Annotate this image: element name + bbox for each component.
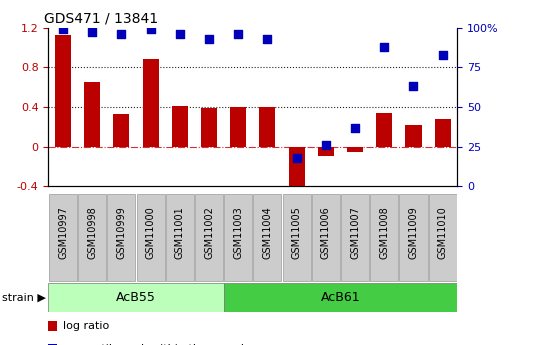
Bar	[201, 108, 217, 147]
Bar	[376, 113, 392, 147]
FancyBboxPatch shape	[341, 194, 369, 281]
Point	[205, 36, 214, 41]
Point	[117, 31, 126, 37]
Point	[409, 83, 418, 89]
Text: GSM11003: GSM11003	[233, 206, 243, 259]
FancyBboxPatch shape	[108, 194, 136, 281]
FancyBboxPatch shape	[282, 194, 310, 281]
FancyBboxPatch shape	[429, 194, 457, 281]
FancyBboxPatch shape	[137, 194, 165, 281]
Bar	[435, 119, 451, 147]
Point	[234, 31, 243, 37]
Text: AcB61: AcB61	[321, 291, 360, 304]
Bar	[406, 125, 421, 147]
Text: GSM11006: GSM11006	[321, 206, 331, 259]
Bar	[318, 147, 334, 156]
Point	[88, 30, 96, 35]
Text: GSM10998: GSM10998	[87, 206, 97, 259]
Text: GSM11005: GSM11005	[292, 206, 302, 259]
Point	[351, 125, 359, 130]
Bar	[230, 107, 246, 147]
Bar	[172, 106, 188, 147]
Text: GSM10999: GSM10999	[116, 206, 126, 259]
Point	[263, 36, 272, 41]
Text: GSM11004: GSM11004	[263, 206, 272, 259]
Text: GDS471 / 13841: GDS471 / 13841	[44, 11, 159, 25]
Point	[380, 44, 388, 49]
Text: strain ▶: strain ▶	[2, 293, 46, 303]
Bar	[84, 82, 100, 147]
FancyBboxPatch shape	[370, 194, 398, 281]
Point	[146, 27, 155, 32]
FancyBboxPatch shape	[224, 284, 457, 312]
Text: percentile rank within the sample: percentile rank within the sample	[63, 344, 251, 345]
FancyBboxPatch shape	[312, 194, 340, 281]
FancyBboxPatch shape	[400, 194, 428, 281]
Text: AcB55: AcB55	[116, 291, 156, 304]
Text: GSM11002: GSM11002	[204, 206, 214, 259]
Point	[59, 27, 67, 32]
Point	[292, 155, 301, 160]
Point	[438, 52, 447, 57]
Bar	[288, 147, 305, 201]
Text: GSM11009: GSM11009	[408, 206, 419, 259]
Bar	[55, 34, 71, 147]
Bar	[143, 59, 159, 147]
Text: GSM11000: GSM11000	[146, 206, 155, 259]
Text: log ratio: log ratio	[63, 321, 109, 331]
Text: GSM11001: GSM11001	[175, 206, 185, 259]
Point	[175, 31, 184, 37]
Text: GSM11007: GSM11007	[350, 206, 360, 259]
FancyBboxPatch shape	[48, 284, 224, 312]
FancyBboxPatch shape	[49, 194, 77, 281]
Text: GSM11010: GSM11010	[438, 206, 448, 259]
Bar	[48, 344, 58, 345]
Bar	[48, 321, 58, 331]
FancyBboxPatch shape	[78, 194, 106, 281]
FancyBboxPatch shape	[195, 194, 223, 281]
Bar	[114, 114, 130, 147]
FancyBboxPatch shape	[224, 194, 252, 281]
Text: GSM11008: GSM11008	[379, 206, 390, 259]
Bar	[347, 147, 363, 151]
Text: GSM10997: GSM10997	[58, 206, 68, 259]
FancyBboxPatch shape	[166, 194, 194, 281]
Point	[322, 142, 330, 148]
Bar	[259, 107, 275, 147]
FancyBboxPatch shape	[253, 194, 281, 281]
